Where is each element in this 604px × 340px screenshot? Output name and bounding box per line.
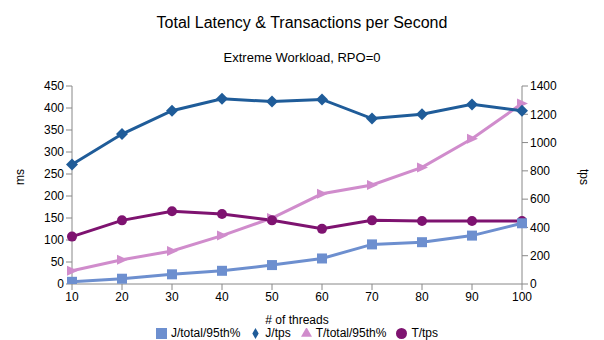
svg-text:30: 30 [165, 290, 179, 304]
html-text:Total Latency & Transactions p: Total Latency & Transactions per Second [156, 14, 448, 31]
svg-text:20: 20 [115, 290, 129, 304]
svg-text:150: 150 [44, 211, 64, 225]
svg-text:200: 200 [530, 249, 550, 263]
svg-text:40: 40 [215, 290, 229, 304]
svg-text:400: 400 [44, 101, 64, 115]
svg-text:100: 100 [512, 290, 532, 304]
svg-text:0: 0 [57, 277, 64, 291]
svg-text:10: 10 [65, 290, 79, 304]
svg-text:80: 80 [415, 290, 429, 304]
svg-text:400: 400 [530, 221, 550, 235]
svg-text:# of threads: # of threads [265, 313, 328, 327]
svg-text:200: 200 [44, 189, 64, 203]
svg-text:0: 0 [530, 277, 537, 291]
svg-text:tps: tps [577, 169, 591, 185]
html-text:J/tps: J/tps [265, 326, 291, 340]
svg-text:70: 70 [365, 290, 379, 304]
svg-text:100: 100 [44, 233, 64, 247]
svg-text:250: 250 [44, 167, 64, 181]
svg-text:50: 50 [265, 290, 279, 304]
svg-text:800: 800 [530, 164, 550, 178]
html-text:J/total/95th%: J/total/95th% [170, 326, 241, 340]
svg-text:50: 50 [51, 255, 65, 269]
svg-text:60: 60 [315, 290, 329, 304]
html-text:T/tps: T/tps [411, 326, 438, 340]
svg-text:1200: 1200 [530, 108, 557, 122]
html-text:T/total/95th%: T/total/95th% [315, 326, 387, 340]
svg-text:1000: 1000 [530, 136, 557, 150]
svg-text:600: 600 [530, 192, 550, 206]
svg-text:1400: 1400 [530, 79, 557, 93]
svg-text:90: 90 [465, 290, 479, 304]
svg-text:450: 450 [44, 79, 64, 93]
svg-text:ms: ms [13, 169, 27, 185]
svg-text:300: 300 [44, 145, 64, 159]
html-text:Extreme Workload, RPO=0: Extreme Workload, RPO=0 [223, 50, 381, 65]
svg-text:350: 350 [44, 123, 64, 137]
